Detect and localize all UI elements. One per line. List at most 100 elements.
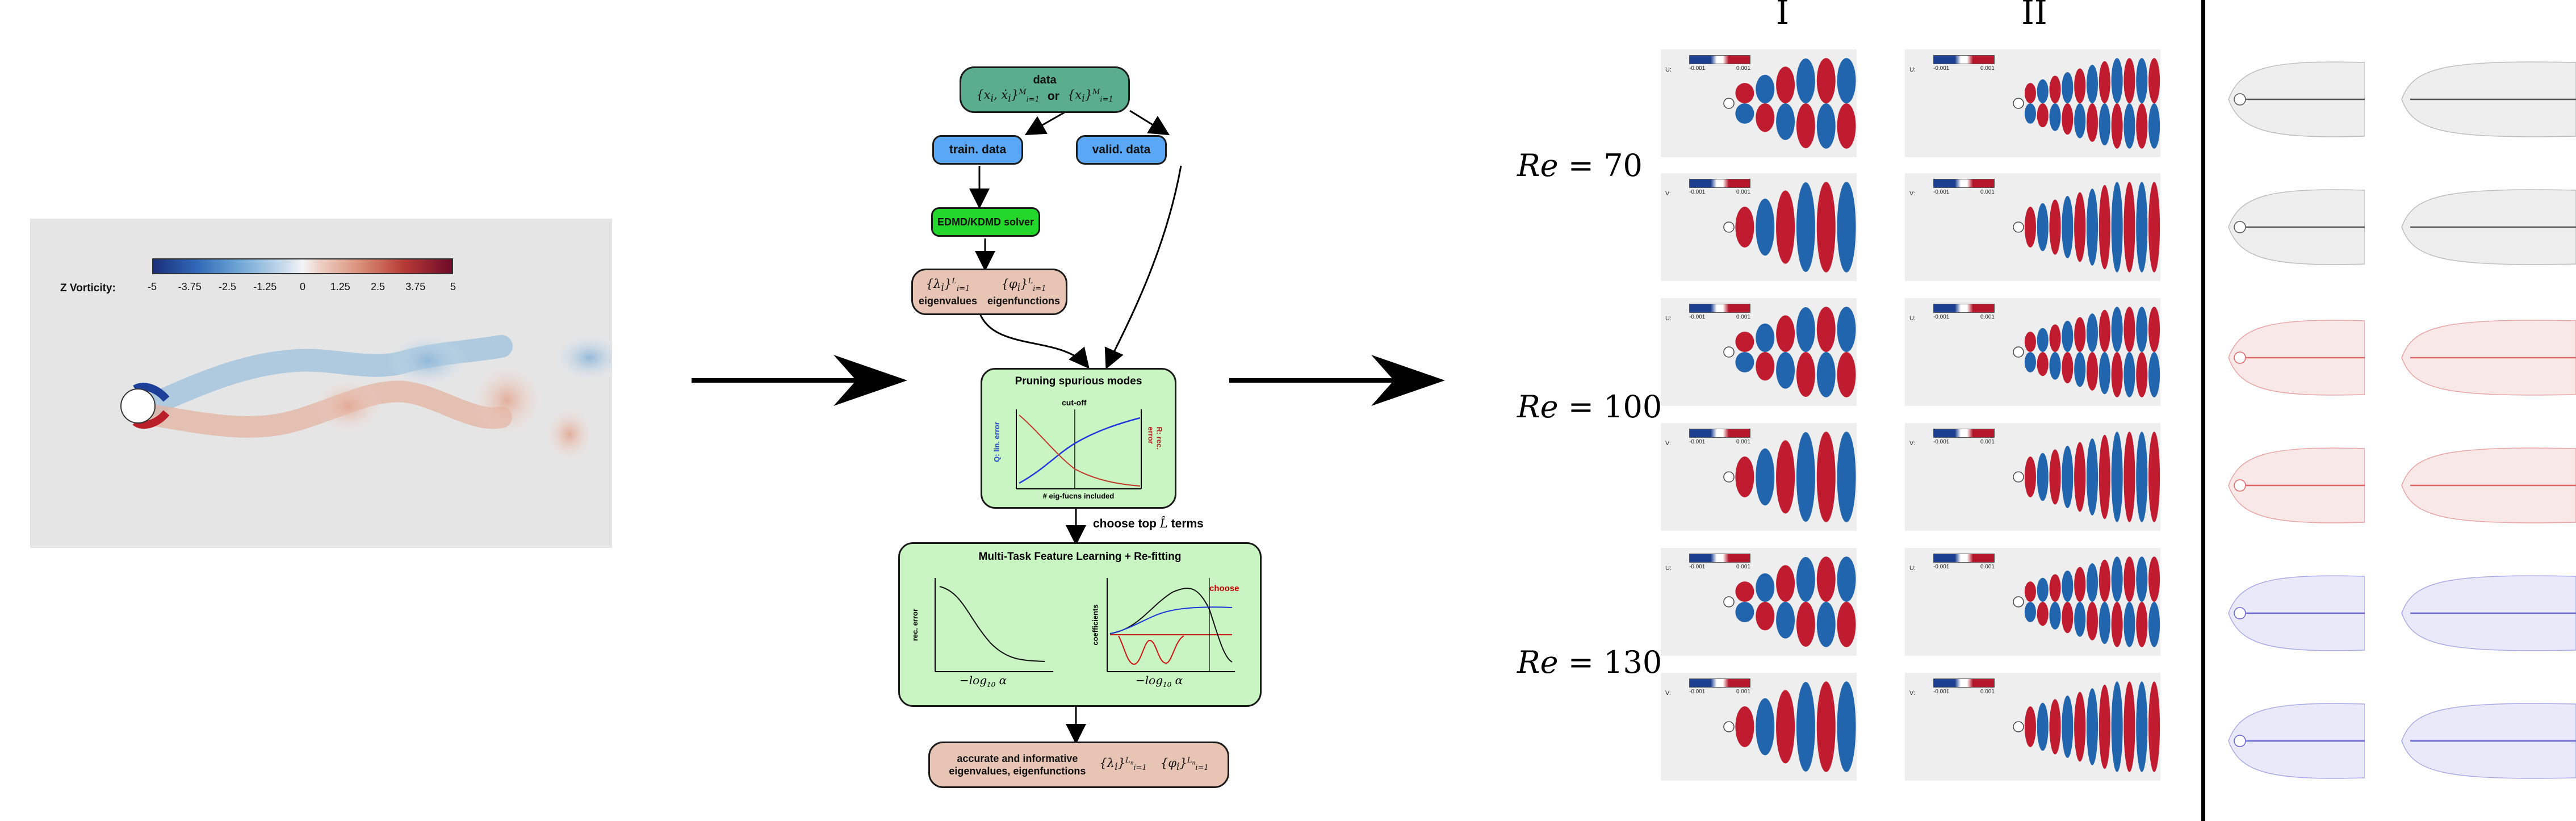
- velocity-component: V:: [1909, 690, 1915, 697]
- flow-visualization-panel: [2399, 304, 2576, 412]
- alpha-axis-left: −log10 α: [960, 673, 1007, 689]
- final-eigenfunction-set: {φi}Lni=1: [1160, 756, 1209, 773]
- re-label-100: Re = 100: [1517, 389, 1662, 425]
- vortex-street: [120, 335, 612, 460]
- mini-colorbar-ticks: -0.001 0.001: [1689, 65, 1750, 72]
- mini-colorbar-ticks: -0.001 0.001: [1689, 189, 1750, 195]
- colorbar-tick: -1.25: [253, 281, 277, 292]
- final-box: accurate and informative eigenvalues, ei…: [928, 742, 1229, 788]
- eigenvalue-set: {λi}Li=1: [925, 277, 970, 294]
- flow-visualization: [2228, 61, 2365, 137]
- mini-tick-high: 0.001: [1980, 314, 1995, 320]
- mini-tick-high: 0.001: [1980, 65, 1995, 72]
- mtfl-box: Multi-Task Feature Learning + Re-fitting…: [898, 542, 1262, 707]
- mini-colorbar-ticks: -0.001 0.001: [1689, 689, 1750, 695]
- mini-tick-low: -0.001: [1933, 689, 1950, 695]
- solver-box: EDMD/KDMD solver: [931, 207, 1040, 237]
- flow-visualization: [2401, 320, 2576, 396]
- mini-colorbar-ticks: -0.001 0.001: [1933, 314, 1995, 320]
- flow-visualization-panel: [2399, 45, 2576, 153]
- mini-tick-low: -0.001: [1933, 314, 1950, 320]
- colorbar-tick: -2.5: [218, 281, 237, 292]
- velocity-component: V:: [1665, 690, 1671, 697]
- mode-shape: [1723, 182, 1856, 273]
- mini-tick-low: -0.001: [1933, 65, 1950, 72]
- mini-colorbar: [1933, 179, 1995, 188]
- flow-visualization: [2228, 320, 2365, 396]
- colorbar-ticks: -5 -3.75 -2.5 -1.25 0 1.25 2.5 3.75 5: [148, 281, 456, 295]
- flow-visualization: [2228, 703, 2365, 779]
- mini-tick-low: -0.001: [1689, 189, 1706, 195]
- data-seq-formula: {xi}Mi=1: [1067, 88, 1113, 105]
- mini-colorbar-ticks: -0.001 0.001: [1689, 439, 1750, 445]
- velocity-component: U:: [1665, 66, 1672, 73]
- column-header-2: II: [2021, 0, 2047, 32]
- mode-shape: [1723, 432, 1856, 522]
- column-header-1: I: [1776, 0, 1789, 32]
- final-eigenvalue-set: {λi}Lni=1: [1099, 756, 1147, 773]
- colorbar-label: Z Vorticity:: [60, 282, 116, 294]
- re-value-130: 130: [1603, 644, 1662, 680]
- mode-shape: [2013, 182, 2160, 273]
- flow-visualization: [2401, 575, 2576, 651]
- mini-colorbar-ticks: -0.001 0.001: [1689, 564, 1750, 570]
- flow-visualization-panel: [2399, 559, 2576, 667]
- mini-colorbar-ticks: -0.001 0.001: [1933, 689, 1995, 695]
- flow-visualization: [2401, 61, 2576, 137]
- mode-panel: U: -0.001 0.001: [1661, 298, 1857, 406]
- mode-panel: V: -0.001 0.001: [1905, 423, 2160, 531]
- pruning-title: Pruning spurious modes: [1015, 375, 1142, 387]
- mini-tick-high: 0.001: [1980, 439, 1995, 445]
- pruning-plot: [1016, 409, 1142, 489]
- re-label-130: Re = 130: [1517, 644, 1662, 680]
- mini-colorbar: [1689, 304, 1750, 313]
- mini-tick-low: -0.001: [1689, 689, 1706, 695]
- vertical-divider: [2201, 0, 2205, 821]
- mode-shape: [1723, 58, 1856, 149]
- mini-colorbar: [1689, 55, 1750, 64]
- data-or: or: [1047, 90, 1059, 103]
- colorbar-tick: 5: [450, 281, 456, 292]
- re-label-70: Re = 70: [1517, 148, 1643, 183]
- velocity-component: V:: [1665, 190, 1671, 197]
- mini-colorbar: [1933, 678, 1995, 688]
- flow-visualization-panel: [2223, 304, 2365, 412]
- mode-shape: [2013, 432, 2160, 522]
- data-box-title: data: [1033, 74, 1057, 87]
- mode-panel: U: -0.001 0.001: [1905, 298, 2160, 406]
- mini-tick-low: -0.001: [1933, 189, 1950, 195]
- pruning-x-label: # eig-fucns included: [1042, 492, 1115, 500]
- mode-shape: [2013, 58, 2160, 149]
- flow-visualization: [2401, 447, 2576, 523]
- flow-visualization-panel: [2399, 432, 2576, 539]
- mini-colorbar: [1689, 554, 1750, 563]
- mini-tick-high: 0.001: [1736, 439, 1750, 445]
- mini-colorbar: [1933, 554, 1995, 563]
- choose-label: choose: [1209, 584, 1239, 593]
- mode-shape: [2013, 307, 2160, 397]
- mini-tick-low: -0.001: [1933, 439, 1950, 445]
- velocity-component: U:: [1909, 66, 1916, 73]
- flow-visualization-panel: [2223, 45, 2365, 153]
- data-pairs-formula: {xi, ẋi}Mi=1: [976, 88, 1040, 105]
- mode-panel: V: -0.001 0.001: [1905, 673, 2160, 781]
- mini-tick-high: 0.001: [1980, 189, 1995, 195]
- terms-text: terms: [1171, 517, 1204, 530]
- top-l-symbol: L̂: [1159, 517, 1168, 530]
- mode-shape: [1723, 681, 1856, 772]
- flow-visualization: [2228, 447, 2365, 523]
- colorbar-tick: 0: [299, 281, 306, 292]
- vorticity-panel: Z Vorticity: -5 -3.75 -2.5 -1.25 0 1.25 2.5 3.7…: [30, 219, 612, 548]
- choose-top-text: choose top: [1093, 517, 1157, 530]
- mini-tick-low: -0.001: [1689, 564, 1706, 570]
- mode-shape: [2013, 556, 2160, 647]
- valid-data-box: valid. data: [1076, 135, 1167, 165]
- train-data-box: train. data: [932, 135, 1023, 165]
- mode-panel: U: -0.001 0.001: [1661, 49, 1857, 157]
- velocity-component: U:: [1665, 565, 1672, 572]
- mini-colorbar: [1933, 55, 1995, 64]
- mini-tick-high: 0.001: [1736, 564, 1750, 570]
- mode-shape: [1723, 556, 1856, 647]
- data-box: data {xi, ẋi}Mi=1 or {xi}Mi=1: [960, 66, 1130, 113]
- colorbar: [152, 258, 453, 274]
